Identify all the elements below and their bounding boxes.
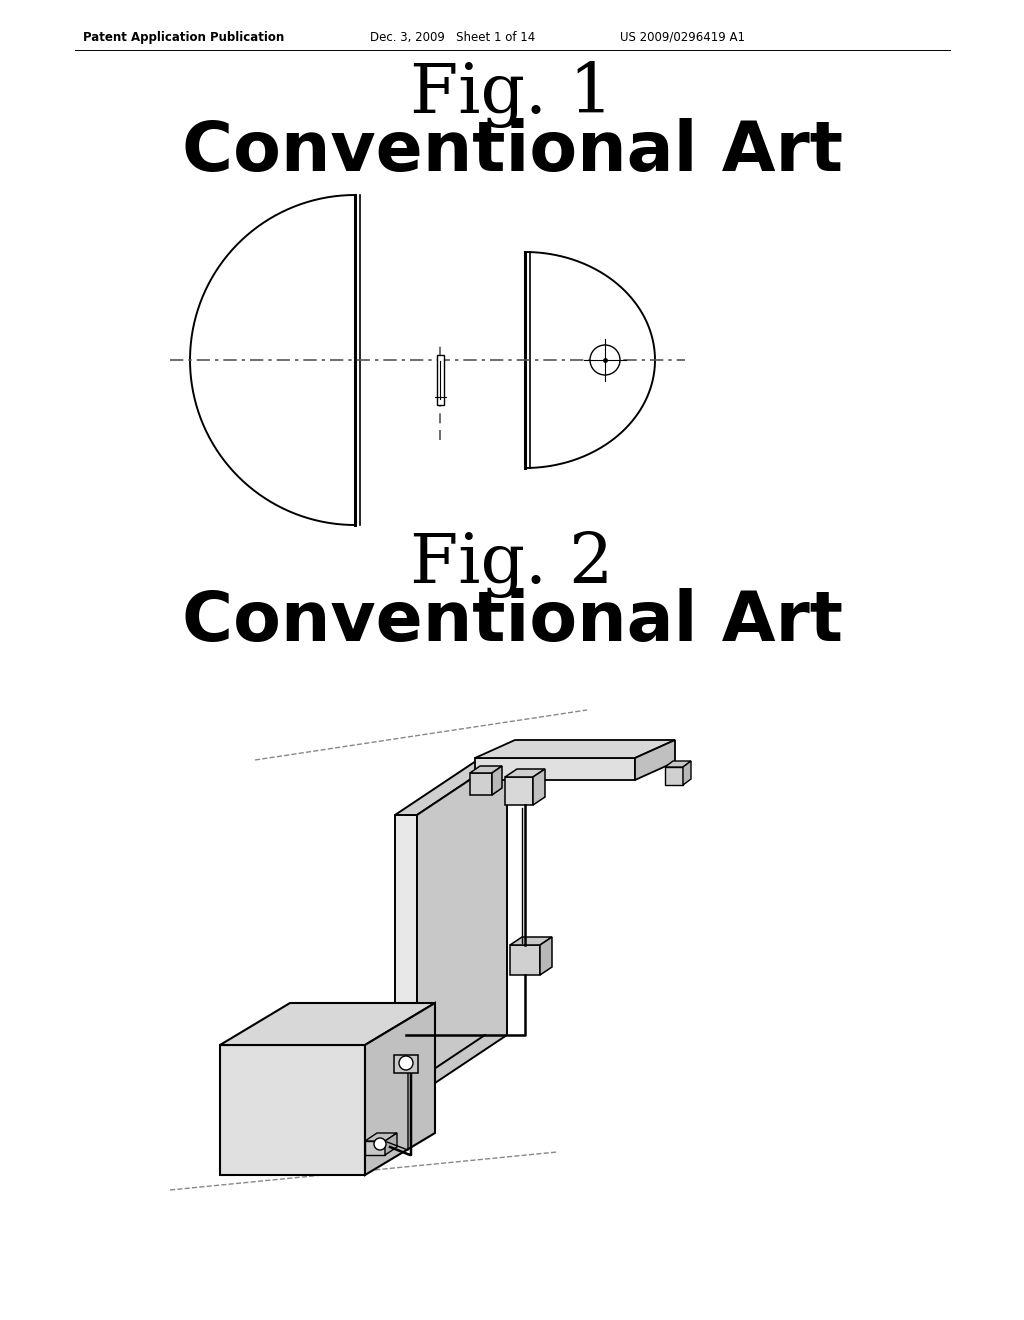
- Polygon shape: [365, 1003, 435, 1175]
- Polygon shape: [470, 766, 502, 774]
- Polygon shape: [395, 755, 507, 814]
- Text: Fig. 2: Fig. 2: [411, 532, 613, 598]
- Polygon shape: [470, 774, 492, 795]
- Polygon shape: [540, 937, 552, 975]
- Polygon shape: [365, 1140, 385, 1155]
- Polygon shape: [665, 762, 691, 767]
- Polygon shape: [505, 777, 534, 805]
- Circle shape: [399, 1056, 413, 1071]
- Polygon shape: [385, 1133, 397, 1155]
- Text: Dec. 3, 2009   Sheet 1 of 14: Dec. 3, 2009 Sheet 1 of 14: [370, 30, 536, 44]
- Polygon shape: [220, 1045, 365, 1175]
- Text: Fig. 1: Fig. 1: [411, 62, 613, 128]
- Polygon shape: [395, 814, 417, 1096]
- Text: Patent Application Publication: Patent Application Publication: [83, 30, 285, 44]
- Polygon shape: [220, 1003, 435, 1045]
- Polygon shape: [510, 937, 552, 945]
- Polygon shape: [492, 766, 502, 795]
- Polygon shape: [683, 762, 691, 785]
- Polygon shape: [665, 767, 683, 785]
- Text: Conventional Art: Conventional Art: [181, 589, 843, 656]
- Circle shape: [590, 345, 620, 375]
- Polygon shape: [475, 758, 635, 780]
- Circle shape: [374, 1138, 386, 1150]
- Bar: [394, 1055, 418, 1073]
- Polygon shape: [505, 770, 545, 777]
- Text: Conventional Art: Conventional Art: [181, 119, 843, 186]
- Polygon shape: [475, 741, 675, 758]
- Polygon shape: [635, 741, 675, 780]
- Polygon shape: [534, 770, 545, 805]
- Polygon shape: [510, 945, 540, 975]
- Bar: [436, 355, 443, 405]
- Polygon shape: [365, 1133, 397, 1140]
- Text: US 2009/0296419 A1: US 2009/0296419 A1: [620, 30, 745, 44]
- Polygon shape: [417, 755, 507, 1096]
